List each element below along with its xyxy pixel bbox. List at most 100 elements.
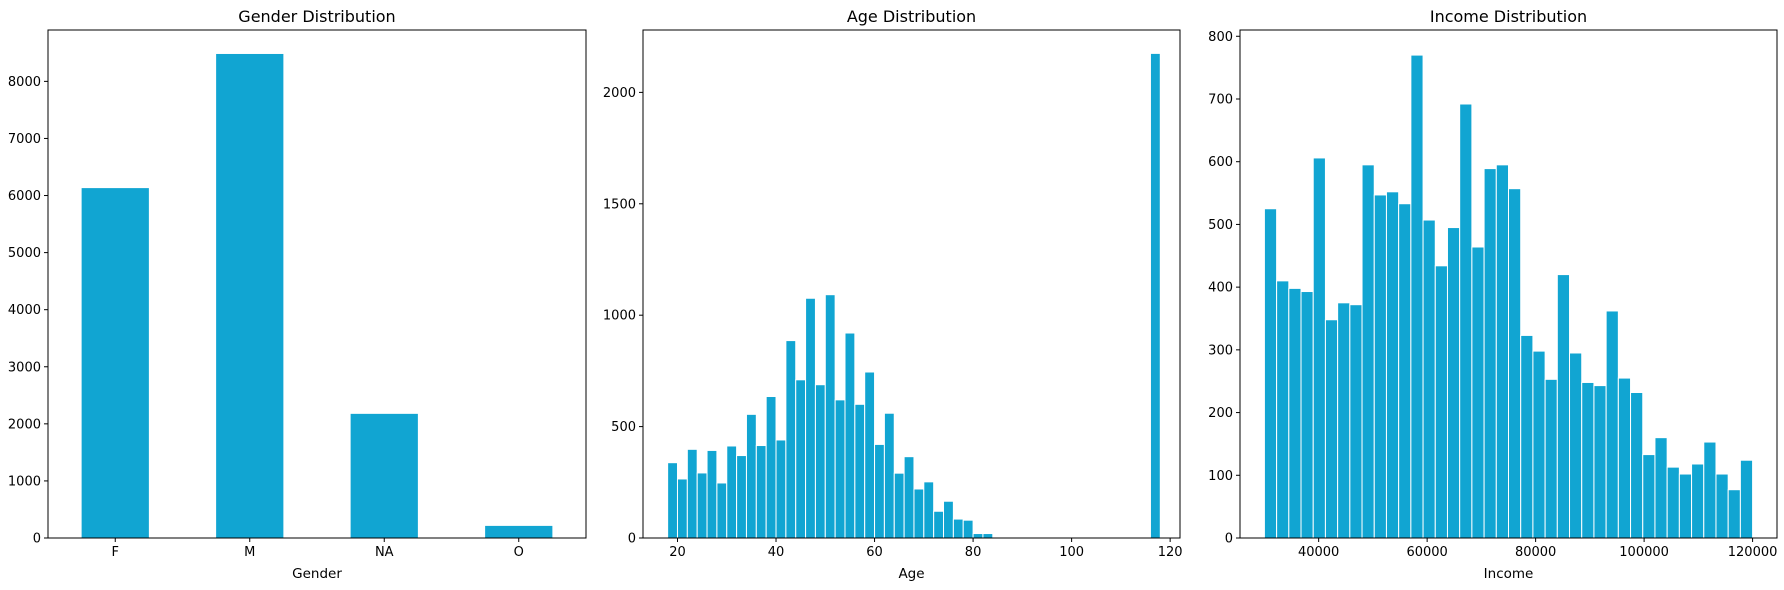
- income-chart-title: Income Distribution: [1430, 7, 1587, 26]
- gender-chart-xlabel: Gender: [292, 566, 342, 582]
- age-bar: [962, 519, 974, 539]
- age-bar: [933, 510, 945, 539]
- gender-axes-frame: [47, 29, 587, 539]
- income-xtick-label: 40000: [1298, 545, 1339, 560]
- income-bar: [1508, 188, 1522, 539]
- income-bar: [1410, 54, 1424, 539]
- income-bar: [1471, 246, 1485, 539]
- income-bar: [1422, 219, 1436, 539]
- age-bar: [745, 413, 757, 539]
- age-bar: [775, 439, 787, 539]
- gender-ytick-label: 8000: [8, 75, 41, 90]
- age-xtick-label: 60: [866, 545, 883, 560]
- income-ytick-label: 0: [1225, 532, 1233, 547]
- income-bar: [1385, 191, 1400, 539]
- income-chart-xlabel: Income: [1484, 566, 1534, 582]
- income-bar: [1654, 437, 1668, 539]
- age-bar: [706, 449, 718, 539]
- income-bar: [1312, 157, 1326, 539]
- age-xtick-label: 20: [669, 545, 686, 560]
- age-bar: [805, 297, 816, 539]
- income-ytick-label: 700: [1208, 92, 1233, 107]
- age-bar: [824, 294, 836, 539]
- income-bar: [1483, 168, 1497, 539]
- age-bar: [1149, 52, 1161, 539]
- age-bar: [982, 533, 994, 539]
- income-ytick-label: 300: [1208, 343, 1233, 358]
- gender-chart: Gender Distribution Gender 0 1000 2000 3000…: [8, 7, 587, 582]
- income-bar: [1715, 473, 1729, 539]
- income-bar: [1520, 334, 1534, 539]
- age-bar: [903, 456, 915, 539]
- age-bar: [755, 445, 767, 539]
- gender-ytick-label: 1000: [8, 474, 41, 489]
- age-bar: [814, 384, 826, 539]
- age-bar: [696, 472, 708, 539]
- age-bar: [864, 371, 876, 539]
- age-bar: [883, 412, 895, 539]
- age-bar: [834, 399, 846, 539]
- income-bar: [1532, 350, 1546, 539]
- income-bar: [1703, 441, 1717, 539]
- income-bar: [1288, 287, 1302, 539]
- gender-bars: [81, 53, 553, 539]
- gender-ytick-label: 4000: [8, 303, 41, 318]
- income-bar: [1544, 378, 1558, 539]
- age-bar: [943, 500, 954, 539]
- income-ytick-label: 200: [1208, 406, 1233, 421]
- income-bar: [1739, 459, 1754, 539]
- age-bar: [844, 332, 856, 539]
- income-bar: [1678, 473, 1693, 539]
- income-xtick-label: 120000: [1728, 545, 1778, 560]
- age-bar: [765, 396, 777, 539]
- age-ytick-label: 2000: [603, 86, 636, 101]
- gender-xtick-label: M: [244, 545, 255, 560]
- age-bar: [686, 448, 698, 539]
- gender-ytick-label: 0: [33, 532, 41, 547]
- age-bar: [952, 518, 964, 539]
- income-bar: [1337, 302, 1351, 539]
- income-ytick-label: 500: [1208, 218, 1233, 233]
- age-xtick-label: 40: [768, 545, 785, 560]
- income-bar: [1398, 203, 1412, 539]
- age-bar: [795, 379, 807, 539]
- income-bar: [1666, 466, 1680, 539]
- income-bar: [1569, 352, 1583, 539]
- income-bar: [1459, 103, 1473, 539]
- gender-bar: [485, 525, 553, 538]
- age-axes-frame: [642, 29, 1181, 539]
- income-bar: [1300, 291, 1314, 539]
- income-bar: [1593, 385, 1607, 539]
- age-bars: [667, 52, 1161, 539]
- age-xtick-label: 120: [1158, 545, 1183, 560]
- income-ytick-label: 800: [1208, 30, 1233, 45]
- age-bar: [893, 472, 905, 539]
- age-bar: [676, 478, 688, 539]
- gender-ytick-label: 6000: [8, 189, 41, 204]
- income-bar: [1361, 164, 1375, 539]
- age-xtick-label: 80: [965, 545, 982, 560]
- age-chart-title: Age Distribution: [847, 7, 976, 26]
- age-bar: [667, 462, 678, 539]
- income-bars: [1263, 54, 1754, 539]
- age-bar: [716, 482, 728, 539]
- age-xtick-label: 100: [1059, 545, 1084, 560]
- income-bar: [1556, 274, 1571, 539]
- income-xtick-label: 80000: [1515, 545, 1556, 560]
- income-bar: [1373, 194, 1387, 539]
- income-bar: [1495, 164, 1509, 539]
- gender-chart-title: Gender Distribution: [238, 7, 395, 26]
- income-ytick-label: 400: [1208, 281, 1233, 296]
- age-bar: [972, 533, 984, 539]
- income-bar: [1263, 208, 1278, 539]
- age-bar: [923, 481, 935, 539]
- income-axes-frame: [1239, 29, 1778, 539]
- gender-ytick-label: 3000: [8, 360, 41, 375]
- gender-xtick-label: F: [112, 545, 119, 560]
- gender-xtick-label: O: [514, 545, 524, 560]
- gender-bar: [350, 413, 418, 538]
- age-chart-xlabel: Age: [898, 566, 924, 582]
- gender-bar: [216, 53, 284, 539]
- income-bar: [1630, 391, 1644, 539]
- income-bar: [1434, 265, 1448, 539]
